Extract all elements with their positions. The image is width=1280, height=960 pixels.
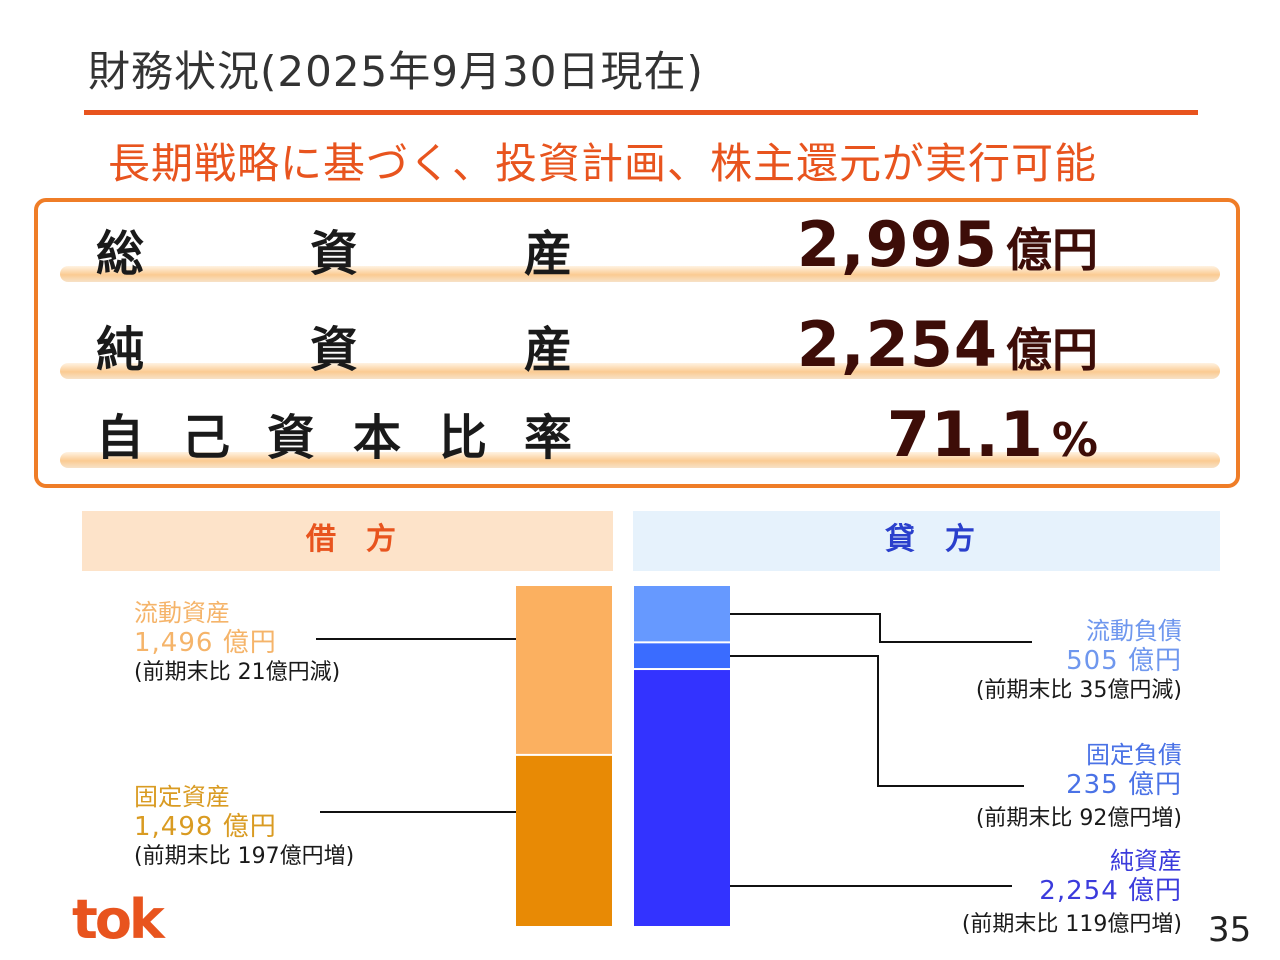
slide-subtitle: 長期戦略に基づく、投資計画、株主還元が実行可能 [108, 139, 1098, 188]
equity-ratio-label-char: 資 [267, 410, 316, 466]
total-assets-label-char: 資 [310, 226, 359, 282]
fixed-assets-change: (前期末比 197億円増) [134, 844, 355, 869]
total-assets-label-char: 産 [524, 226, 573, 282]
current-assets-name: 流動資産 [134, 599, 230, 627]
connector-lines [316, 613, 1032, 887]
fixed-assets-name: 固定資産 [134, 783, 230, 811]
title-underline [84, 110, 1198, 115]
net-assets-unit: 億円 [1006, 323, 1098, 377]
credit-bar-segment-0 [634, 586, 730, 642]
equity-ratio-number: 71.1 [886, 398, 1044, 471]
slide-title: 財務状況(2025年9月30日現在) [88, 47, 704, 96]
net-assets-bs-change: (前期末比 119億円増) [961, 912, 1182, 937]
total-assets-value: 2,995 億円 [797, 214, 1098, 276]
debit-bar-segment-1 [516, 755, 612, 926]
equity-ratio-value: 71.1% [887, 404, 1098, 466]
tok-logo-text: tok [72, 888, 166, 948]
equity-ratio-unit: % [1051, 413, 1098, 467]
page-number: 35 [1208, 910, 1252, 950]
debit-bar-segment-0 [516, 586, 612, 754]
summary-row-highlight [60, 266, 1220, 282]
net-assets-label-char: 純 [96, 322, 145, 378]
net-assets-label-char: 産 [524, 322, 573, 378]
tok-logo: tok [72, 888, 169, 948]
equity-ratio-label-char: 比 [439, 410, 488, 466]
net-assets-label-char: 資 [310, 322, 359, 378]
fixed-liabilities-amount: 235 億円 [1066, 770, 1182, 800]
fixed-liabilities-change: (前期末比 92億円増) [975, 806, 1182, 831]
current-liabilities-change: (前期末比 35億円減) [975, 678, 1182, 703]
net-assets-value: 2,254 億円 [797, 314, 1098, 376]
fixed-liabilities-name: 固定負債 [1086, 741, 1182, 769]
debit-header-label: 借 方 [306, 522, 396, 557]
connector-current-liabilities [730, 613, 1032, 643]
total-assets-unit: 億円 [1006, 223, 1098, 277]
equity-ratio-label-char: 本 [353, 410, 402, 466]
total-assets-label-char: 総 [96, 226, 145, 282]
debit-header: 借 方 [82, 511, 613, 571]
credit-header: 貸 方 [633, 511, 1220, 571]
fixed-assets-amount: 1,498 億円 [134, 812, 277, 842]
summary-row-highlight [60, 452, 1220, 468]
connector-fixed-liabilities [730, 655, 1024, 787]
equity-ratio-label-char: 自 [96, 410, 145, 466]
equity-ratio-label-char: 率 [524, 410, 573, 466]
summary-row-highlight [60, 363, 1220, 379]
credit-bar-segment-1 [634, 643, 730, 669]
summary-box [34, 198, 1240, 488]
current-assets-change: (前期末比 21億円減) [134, 660, 341, 685]
equity-ratio-label-char: 己 [182, 410, 231, 466]
credit-header-label: 貸 方 [885, 522, 975, 557]
credit-bar-segment-2 [634, 670, 730, 926]
current-assets-amount: 1,496 億円 [134, 628, 277, 658]
net-assets-number: 2,254 [796, 308, 998, 381]
net-assets-bs-name: 純資産 [1110, 847, 1182, 875]
net-assets-bs-amount: 2,254 億円 [1039, 876, 1182, 906]
current-liabilities-amount: 505 億円 [1066, 646, 1182, 676]
balance-bars [516, 586, 730, 926]
total-assets-number: 2,995 [796, 208, 998, 281]
current-liabilities-name: 流動負債 [1086, 617, 1182, 645]
